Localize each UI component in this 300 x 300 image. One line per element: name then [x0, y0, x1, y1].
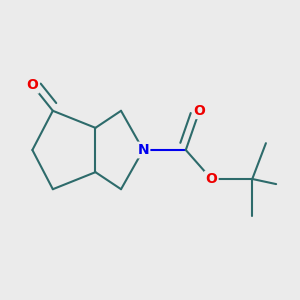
- Text: N: N: [137, 143, 149, 157]
- Text: O: O: [26, 78, 38, 92]
- Text: O: O: [194, 104, 206, 118]
- Text: O: O: [206, 172, 217, 186]
